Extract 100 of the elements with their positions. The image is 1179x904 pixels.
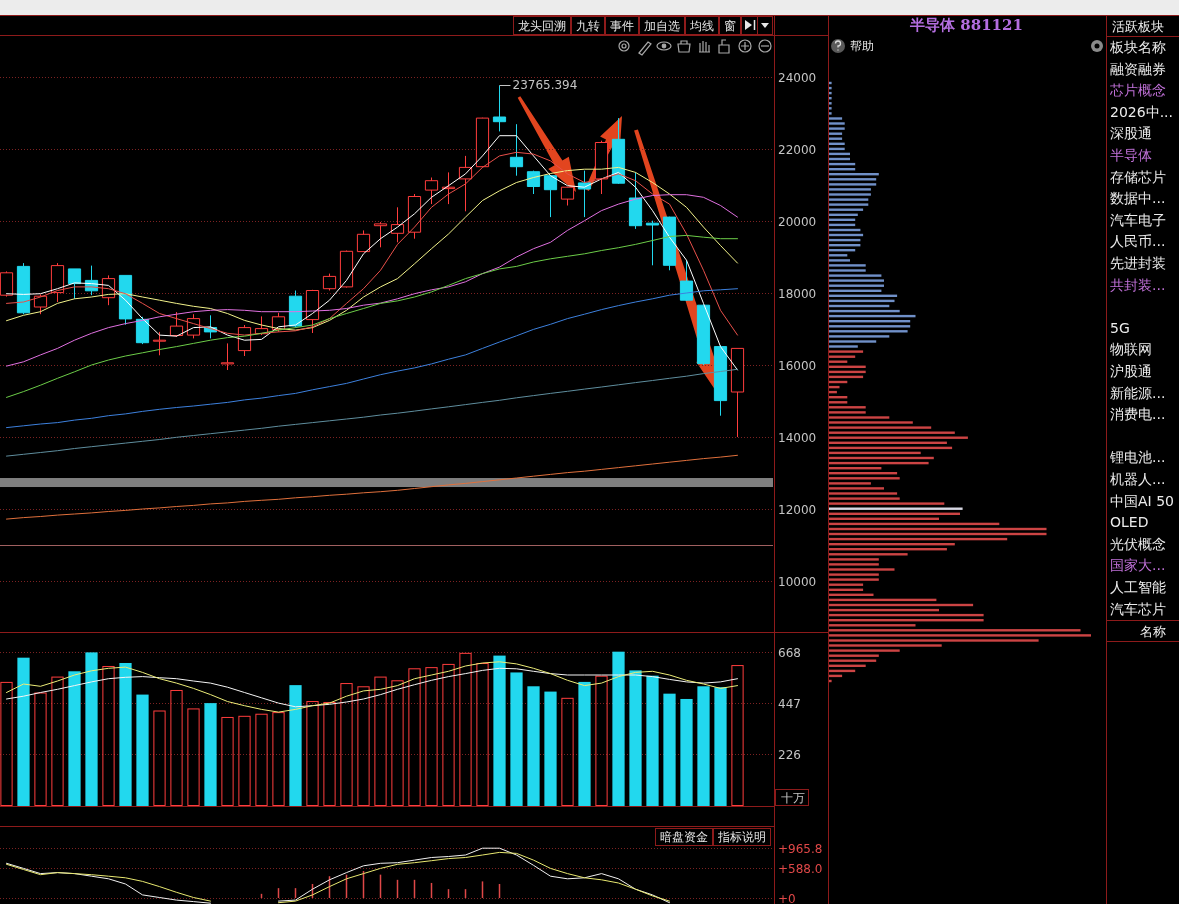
bar [221,716,234,806]
category-label: 半导体 [1110,147,1152,163]
bar [829,639,1039,642]
category-label: 数据中... [1110,190,1166,207]
bar [829,497,900,500]
bar [612,651,625,806]
bar [697,686,710,806]
bar [425,667,438,806]
bar [323,701,336,806]
y-axis-title: 十万 [781,791,805,805]
bar [391,680,404,806]
bar [829,279,884,282]
bar [829,269,866,272]
bar [102,665,115,806]
bar [829,107,832,110]
bar [408,668,421,806]
bar [595,675,608,806]
bar [829,629,1081,632]
bar [829,426,932,429]
bar [0,681,13,806]
category-label: 芯片概念 [1109,82,1166,99]
bar [119,662,132,806]
candlestick [662,216,677,271]
candlestick [67,268,82,300]
bar [578,681,591,806]
bar [829,330,908,333]
bar [680,698,693,806]
bar [357,686,370,806]
category-label: 2026中... [1110,103,1173,120]
category-label: 汽车电子 [1110,211,1166,228]
bar [829,487,884,490]
bar [204,703,217,806]
bar [829,102,832,105]
category-label: 板块名称 [1109,39,1166,55]
bar [829,624,916,627]
y-tick-label: 226 [778,747,801,762]
bar [829,340,877,343]
bar [459,652,472,806]
category-label: 深股通 [1110,125,1152,142]
bar [527,686,540,806]
y-tick-label: 668 [778,645,801,660]
text: 窗 [724,18,736,33]
bar [829,649,900,652]
bar [829,97,832,100]
bar [829,416,890,419]
text: 九转 [576,18,600,33]
bar [170,689,183,806]
bar [829,578,879,581]
candlestick [424,177,439,205]
text: 事件 [610,18,634,33]
candlestick [0,270,14,298]
category-label: 先进封装 [1110,255,1166,271]
bar [829,406,866,409]
bar [68,671,81,806]
line-series [6,288,738,429]
bar [85,652,98,806]
category-label: 锂电池... [1109,449,1166,466]
bar [829,421,913,424]
y-tick-label: 14000 [778,430,817,445]
text: 帮助 [850,39,874,53]
candlestick [16,262,31,315]
y-tick-label: 22000 [778,142,817,157]
candlestick [50,262,65,303]
line-series [6,234,738,398]
bar [829,259,850,262]
y-tick-label: 20000 [778,214,817,229]
line-series [6,135,738,371]
y-tick-label: +965.8 [778,841,823,856]
line-series [6,368,738,457]
bar [51,676,64,806]
candlestick [509,123,524,177]
bar [829,86,832,90]
category-label: 中国AI 50 [1110,492,1174,509]
candlestick [475,117,490,168]
line-series [6,661,738,713]
y-tick-label: 12000 [778,502,817,517]
bar [829,634,1091,637]
candlestick [645,220,660,266]
bar [829,178,877,181]
bar [829,325,911,328]
bar [17,657,30,806]
bar [442,663,455,806]
bar [34,692,47,806]
candlestick [441,171,456,205]
y-tick-label: 447 [778,696,801,711]
candlestick [696,304,711,366]
category-label: 存储芯片 [1110,168,1166,185]
text: 加自选 [644,18,680,33]
category-label: 共封装... [1110,276,1166,293]
bar [829,122,845,125]
text: 23765.394 [512,78,578,93]
chart-title: 半导体 881121 [909,16,1023,34]
bar [493,655,506,806]
y-tick-label: 24000 [778,70,817,85]
bar [829,492,898,495]
candlestick [288,290,303,329]
y-tick-label: +0 [778,891,796,904]
bar [829,81,832,85]
bar [829,644,942,647]
candlestick [373,221,388,248]
